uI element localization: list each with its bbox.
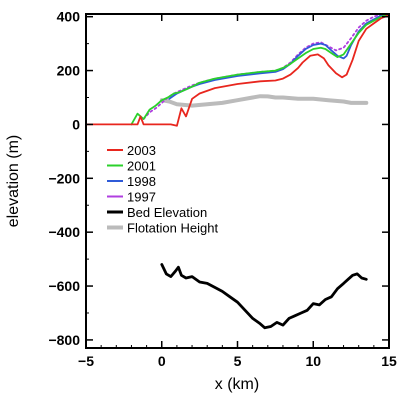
series-line-flotation-height — [159, 94, 369, 108]
y-tick-label: 400 — [57, 9, 81, 25]
series-line-1998 — [168, 13, 390, 100]
legend-label: Bed Elevation — [127, 205, 207, 220]
series-line-2001 — [130, 13, 390, 126]
x-axis-label: x (km) — [215, 376, 259, 393]
series-line-bed-elevation — [160, 263, 368, 330]
x-tick-label: 5 — [234, 353, 242, 369]
x-tick-label: 10 — [305, 353, 321, 369]
legend-label: 2001 — [127, 159, 156, 174]
series-line-2003 — [85, 14, 390, 127]
legend-label: 1998 — [127, 174, 156, 189]
legend-label: Flotation Height — [127, 221, 218, 236]
plot-series — [85, 13, 390, 330]
y-tick-label: −200 — [48, 170, 80, 186]
x-tick-label: 0 — [158, 353, 166, 369]
x-tick-label: −5 — [78, 353, 94, 369]
y-tick-label: 0 — [72, 116, 80, 132]
y-axis-label: elevation (m) — [5, 135, 22, 227]
x-tick-label: 15 — [381, 353, 397, 369]
axis-ticks: −5 0 5 10 15 −800 −600 −400 −200 0 200 400 — [48, 9, 397, 369]
y-tick-label: 200 — [57, 63, 81, 79]
y-tick-label: −400 — [48, 224, 80, 240]
y-tick-label: −600 — [48, 278, 80, 294]
legend-label: 2003 — [127, 143, 156, 158]
legend-label: 1997 — [127, 190, 156, 205]
y-tick-label: −800 — [48, 332, 80, 348]
